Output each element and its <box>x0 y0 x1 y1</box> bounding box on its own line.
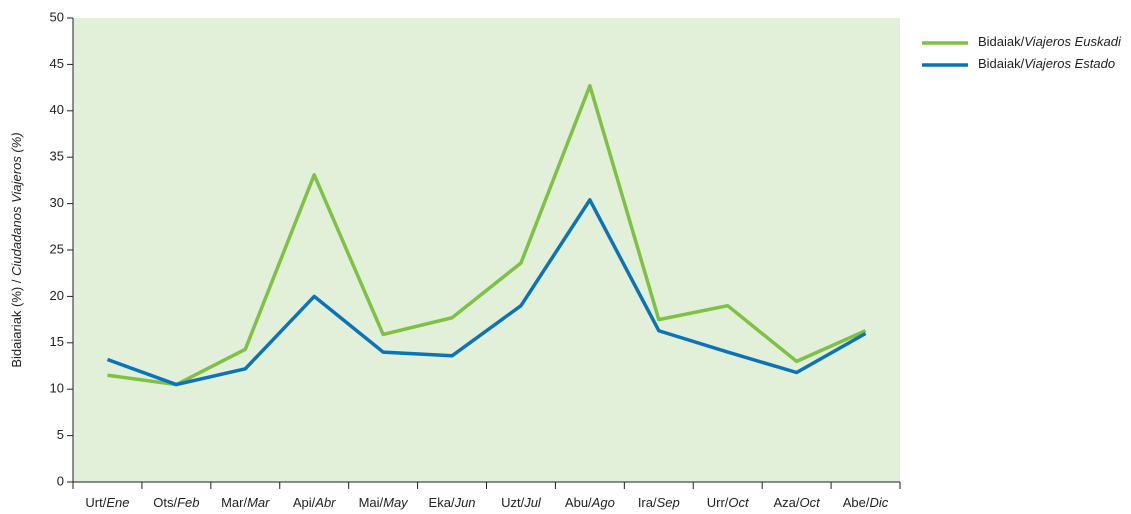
y-tick-label: 30 <box>50 195 64 210</box>
y-tick-label: 0 <box>57 473 64 488</box>
y-tick-label: 25 <box>50 241 64 256</box>
y-axis-label: Bidaiariak (%) / Ciudadanos Viajeros (%) <box>9 132 24 367</box>
y-tick-label: 45 <box>50 56 64 71</box>
x-tick-label: Urr/Oct <box>707 495 750 510</box>
y-tick-label: 50 <box>50 9 64 24</box>
legend-label: Bidaiak/Viajeros Estado <box>978 56 1115 71</box>
legend-label: Bidaiak/Viajeros Euskadi <box>978 34 1122 49</box>
x-tick-label: Api/Abr <box>293 495 336 510</box>
series-line <box>107 83 867 387</box>
y-tick-label: 35 <box>50 149 64 164</box>
x-tick-label: Ots/Feb <box>153 495 199 510</box>
y-tick-label: 10 <box>50 381 64 396</box>
x-tick-label: Aza/Oct <box>774 495 822 510</box>
series-line <box>106 198 867 387</box>
x-tick-label: Ira/Sep <box>638 495 680 510</box>
x-tick-label: Mai/May <box>359 495 410 510</box>
x-tick-label: Abe/Dic <box>843 495 889 510</box>
plot-background <box>73 18 900 482</box>
y-tick-label: 20 <box>50 288 64 303</box>
x-tick-label: Urt/Ene <box>85 495 129 510</box>
x-tick-label: Abu/Ago <box>565 495 615 510</box>
x-tick-label: Eka/Jun <box>429 495 476 510</box>
y-tick-label: 15 <box>50 334 64 349</box>
y-tick-label: 40 <box>50 102 64 117</box>
y-tick-label: 5 <box>57 427 64 442</box>
x-tick-label: Mar/Mar <box>221 495 270 510</box>
x-tick-label: Uzt/Jul <box>501 495 542 510</box>
